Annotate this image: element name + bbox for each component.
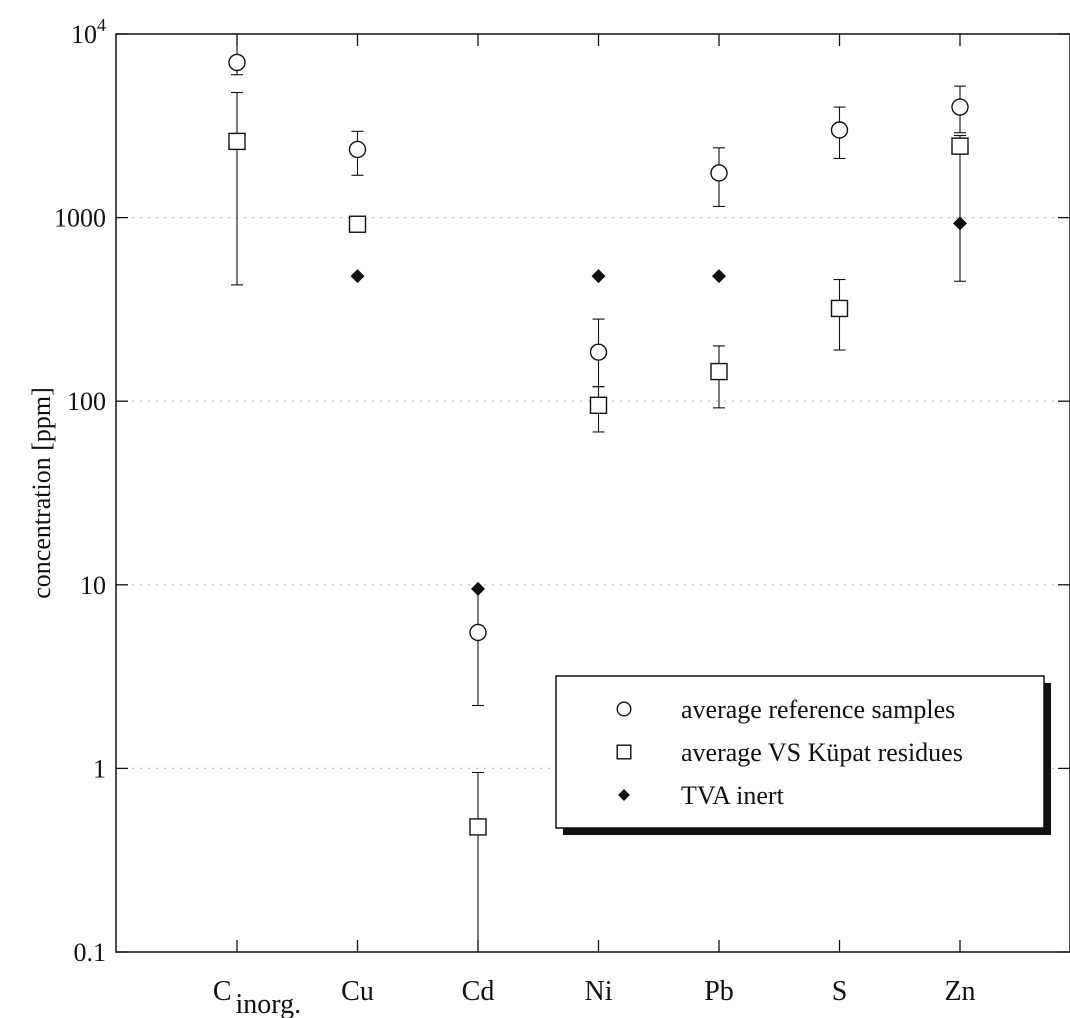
y-tick-label: 1 [93,754,106,783]
data-point-open-circle [710,164,728,182]
data-point-filled-diamond [350,269,365,284]
data-point-open-circle [348,140,367,159]
data-point-filled-diamond [591,269,606,284]
x-tick-label: Zn [944,976,975,1007]
x-tick-label-main: Pb [704,976,734,1007]
data-point-open-circle [830,121,849,139]
y-axis-label: concentration [ppm] [27,387,56,599]
data-point-open-square [348,215,367,233]
y-ticks: 0.1 1 10 100 1000 104 [54,15,1070,967]
data-point-open-square [228,132,246,151]
x-tick-label-main: Ni [585,976,613,1007]
y-tick-label: 104 [71,15,106,49]
legend-entry: average reference samples [681,695,955,724]
legend-marker [616,701,632,717]
legend: average reference samples average VS Küpa… [555,675,1051,835]
y-tick-label: 100 [67,387,106,416]
legend-marker [616,744,632,760]
data-point-open-square [589,396,608,414]
data-point-open-square [710,362,728,381]
x-tick-label: Ni [585,976,613,1007]
legend-entry: average VS Küpat residues [681,738,963,767]
y-tick-exponent: 4 [97,15,106,35]
x-tick-label: Pb [704,976,734,1007]
x-tick-label: Cd [462,976,495,1007]
x-tick-label-main: Zn [944,976,975,1007]
data-point-open-circle [951,98,969,116]
y-tick-label: 10 [80,571,106,600]
data-point-open-circle [589,343,608,361]
x-tick-label-main: C [213,976,232,1007]
x-tick-label: S [832,976,848,1007]
axes [115,33,1070,953]
legend-box [555,675,1045,829]
data-markers [228,53,969,836]
plot-frame [115,33,1070,953]
data-point-filled-diamond [953,216,967,231]
data-point-open-circle [469,623,487,642]
x-tick-label-sub: inorg. [236,989,302,1018]
data-point-filled-diamond [712,269,726,284]
legend-entry: TVA inert [681,781,785,810]
x-tick-label-main: Cd [462,976,495,1007]
x-tick-label-main: Cu [341,976,374,1007]
data-point-open-square [469,818,487,836]
y-tick-label: 1000 [54,204,106,233]
data-point-open-circle [228,53,246,72]
legend-marker [618,789,630,801]
data-point-filled-diamond [471,581,485,596]
data-point-open-square [830,299,849,318]
x-tick-label: Cu [341,976,374,1007]
y-tick-label: 0.1 [74,938,107,967]
x-tick-label-main: S [832,976,848,1007]
data-point-open-square [951,137,969,155]
